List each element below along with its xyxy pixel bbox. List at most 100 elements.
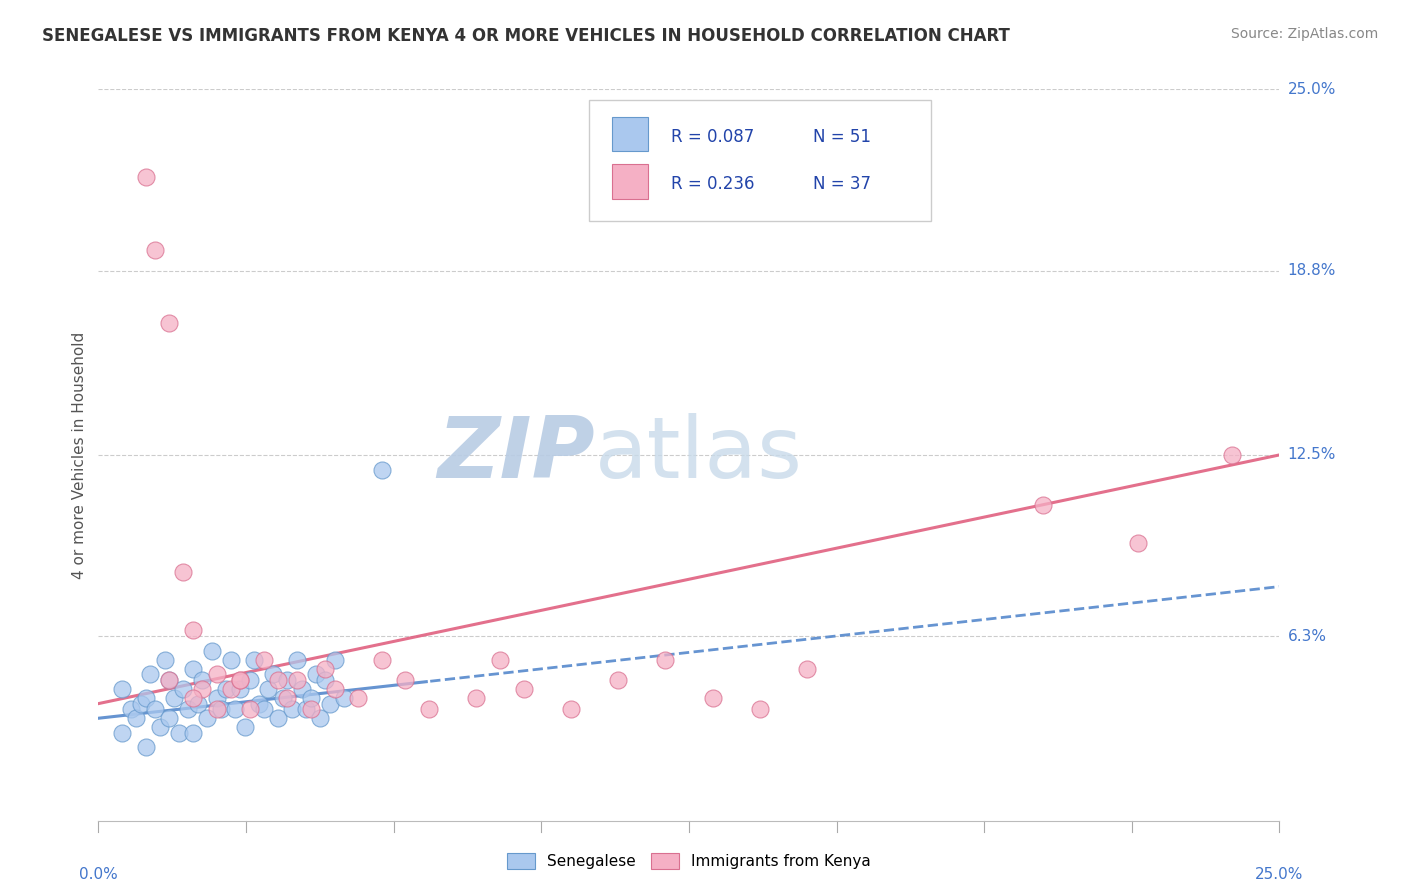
- Point: [111, 726, 134, 740]
- Point: [177, 702, 200, 716]
- Point: [129, 697, 152, 711]
- Y-axis label: 4 or more Vehicles in Household: 4 or more Vehicles in Household: [72, 331, 87, 579]
- Point: [233, 720, 256, 734]
- Point: [187, 697, 209, 711]
- Point: [314, 661, 336, 675]
- Point: [205, 690, 228, 705]
- Point: [201, 644, 224, 658]
- Point: [111, 681, 134, 696]
- Point: [371, 653, 394, 667]
- Point: [215, 681, 238, 696]
- Point: [276, 673, 298, 688]
- Point: [290, 681, 312, 696]
- Point: [143, 243, 166, 257]
- Point: [157, 673, 180, 688]
- Point: [285, 673, 308, 688]
- FancyBboxPatch shape: [589, 100, 931, 221]
- Point: [157, 673, 180, 688]
- Point: [257, 681, 280, 696]
- Point: [139, 667, 162, 681]
- Text: 12.5%: 12.5%: [1288, 448, 1336, 462]
- Text: R = 0.236: R = 0.236: [671, 176, 755, 194]
- Legend: Senegalese, Immigrants from Kenya: Senegalese, Immigrants from Kenya: [501, 847, 877, 875]
- Point: [276, 690, 298, 705]
- FancyBboxPatch shape: [612, 164, 648, 199]
- Text: R = 0.087: R = 0.087: [671, 128, 755, 145]
- Text: atlas: atlas: [595, 413, 803, 497]
- Point: [181, 690, 204, 705]
- Point: [267, 711, 290, 725]
- Point: [281, 702, 304, 716]
- Point: [172, 565, 194, 579]
- Point: [305, 667, 328, 681]
- Point: [319, 697, 342, 711]
- Point: [418, 702, 440, 716]
- Text: 25.0%: 25.0%: [1288, 82, 1336, 96]
- Point: [181, 624, 204, 638]
- Point: [271, 690, 294, 705]
- Point: [253, 702, 276, 716]
- Point: [167, 726, 190, 740]
- Point: [796, 661, 818, 675]
- Point: [323, 681, 346, 696]
- Point: [560, 702, 582, 716]
- Point: [323, 653, 346, 667]
- Point: [153, 653, 176, 667]
- Text: N = 37: N = 37: [813, 176, 870, 194]
- Point: [253, 653, 276, 667]
- Point: [299, 690, 322, 705]
- Point: [121, 702, 143, 716]
- Point: [219, 653, 242, 667]
- Point: [299, 702, 322, 716]
- Point: [125, 711, 148, 725]
- Point: [191, 681, 214, 696]
- Point: [163, 690, 186, 705]
- Point: [267, 673, 290, 688]
- Point: [224, 702, 246, 716]
- Text: 6.3%: 6.3%: [1288, 629, 1327, 644]
- Text: N = 51: N = 51: [813, 128, 870, 145]
- Point: [748, 702, 770, 716]
- Point: [489, 653, 512, 667]
- Point: [229, 673, 252, 688]
- Point: [654, 653, 676, 667]
- Text: ZIP: ZIP: [437, 413, 595, 497]
- Point: [243, 653, 266, 667]
- Text: SENEGALESE VS IMMIGRANTS FROM KENYA 4 OR MORE VEHICLES IN HOUSEHOLD CORRELATION : SENEGALESE VS IMMIGRANTS FROM KENYA 4 OR…: [42, 27, 1010, 45]
- Text: 18.8%: 18.8%: [1288, 263, 1336, 278]
- Point: [181, 726, 204, 740]
- Point: [172, 681, 194, 696]
- Text: Source: ZipAtlas.com: Source: ZipAtlas.com: [1230, 27, 1378, 41]
- Point: [239, 702, 262, 716]
- Point: [229, 673, 252, 688]
- Point: [309, 711, 332, 725]
- Point: [135, 740, 157, 755]
- Point: [607, 673, 630, 688]
- Point: [135, 169, 157, 184]
- Point: [702, 690, 724, 705]
- Point: [347, 690, 370, 705]
- Point: [512, 681, 534, 696]
- Point: [239, 673, 262, 688]
- Point: [157, 316, 180, 330]
- Point: [295, 702, 318, 716]
- Point: [205, 667, 228, 681]
- Point: [191, 673, 214, 688]
- Point: [1126, 535, 1149, 549]
- Point: [181, 661, 204, 675]
- Point: [262, 667, 284, 681]
- Point: [285, 653, 308, 667]
- Point: [219, 681, 242, 696]
- FancyBboxPatch shape: [612, 117, 648, 152]
- Point: [1220, 448, 1243, 462]
- Point: [157, 711, 180, 725]
- Point: [135, 690, 157, 705]
- Point: [465, 690, 488, 705]
- Point: [195, 711, 218, 725]
- Point: [247, 697, 270, 711]
- Text: 25.0%: 25.0%: [1256, 867, 1303, 882]
- Point: [209, 702, 232, 716]
- Point: [371, 462, 394, 476]
- Point: [143, 702, 166, 716]
- Point: [205, 702, 228, 716]
